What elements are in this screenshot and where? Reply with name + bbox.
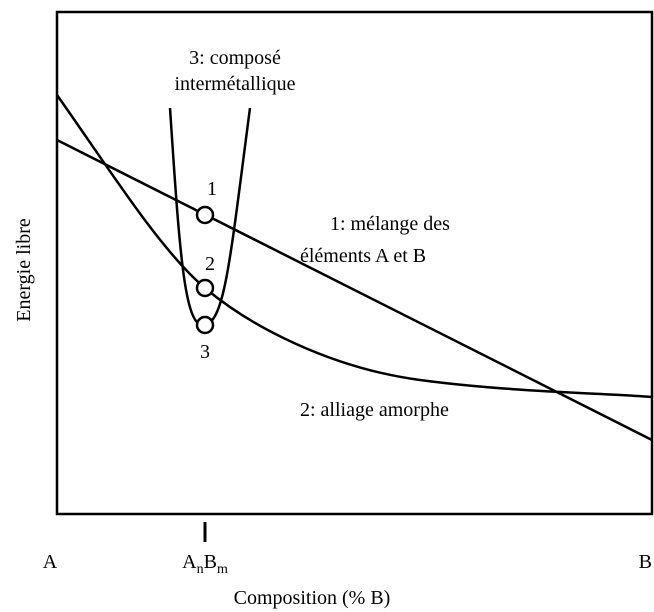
point-label: 1: [207, 178, 217, 200]
y-axis-label: Energie libre: [13, 218, 35, 322]
curve-1: [56, 138, 653, 442]
x-label: AnBm: [182, 551, 228, 577]
label: 3: composé: [189, 47, 281, 69]
x-label: A: [43, 551, 58, 573]
label: 2: alliage amorphe: [300, 399, 449, 421]
x-label: B: [639, 551, 652, 573]
label: éléments A et B: [300, 245, 426, 267]
label: intermétallique: [174, 73, 295, 95]
point-label: 3: [200, 341, 210, 363]
point-2: [195, 278, 215, 298]
point-1: [195, 205, 215, 225]
x-axis-label: Composition (% B): [234, 587, 391, 609]
point-3: [195, 315, 215, 335]
label: 1: mélange des: [330, 213, 450, 235]
curve-2: [55, 94, 653, 399]
point-label: 2: [205, 253, 215, 275]
frame: [55, 10, 654, 516]
